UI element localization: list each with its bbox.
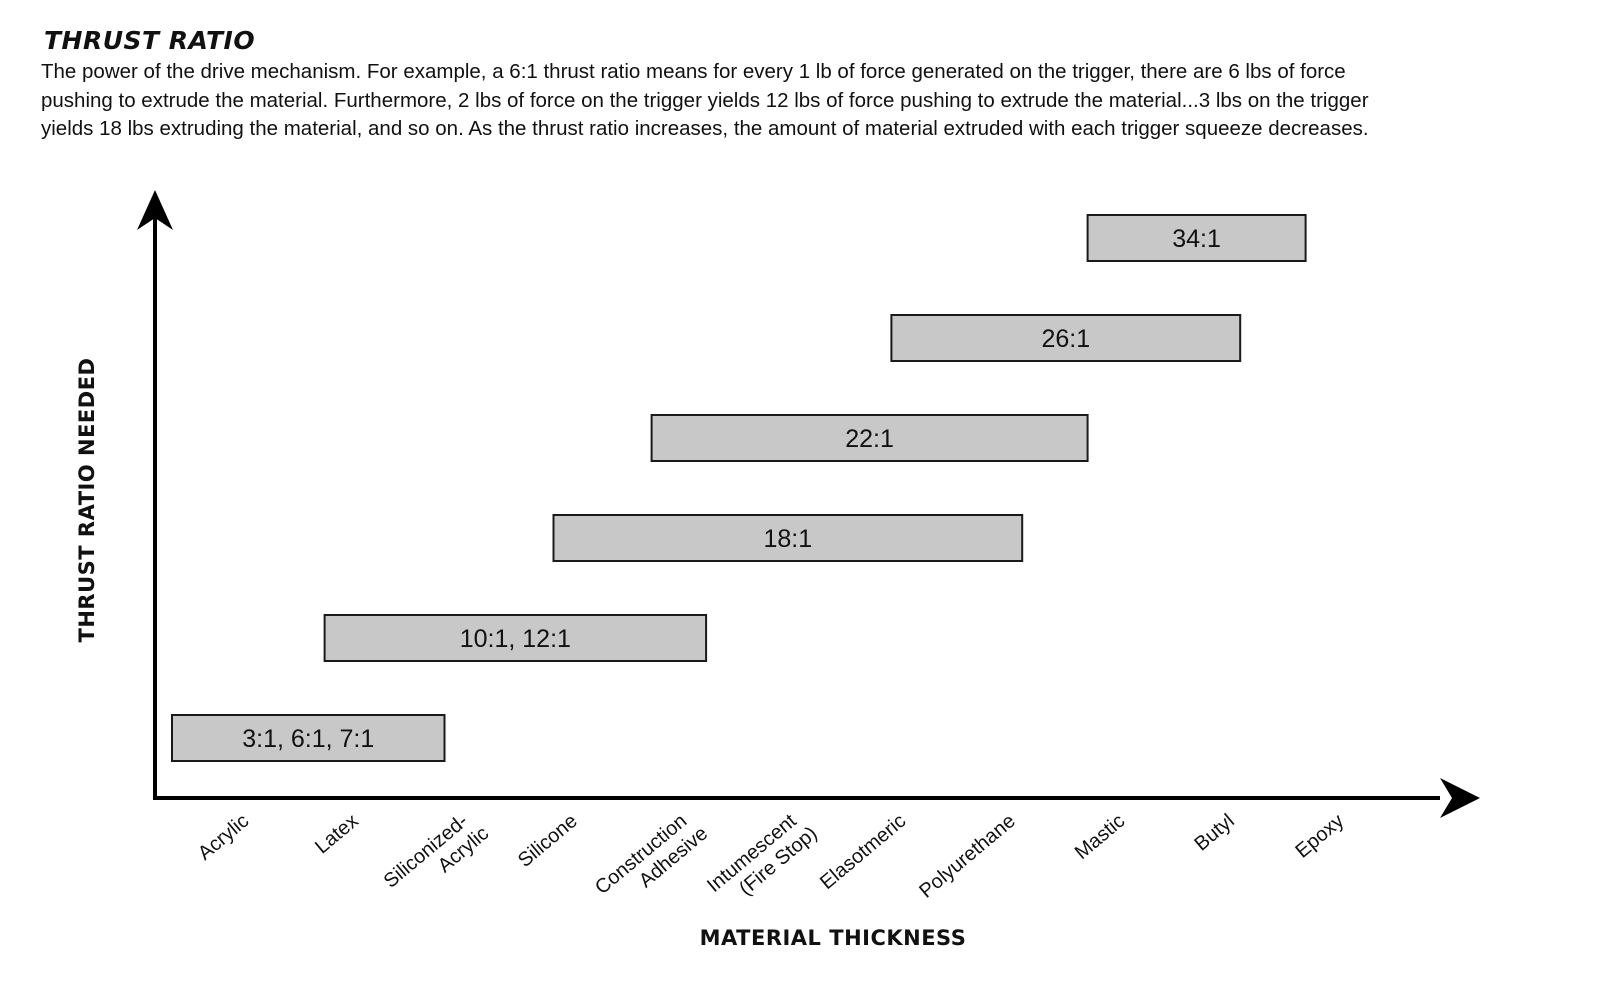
bar-rect [890,314,1242,362]
chart-title: THRUST RATIO [44,26,256,55]
bars-group: 3:1, 6:1, 7:1 10:1, 12:1 18:1 22:1 26:1 34:1 [171,214,1307,762]
category-label-line: Elasotmeric [816,810,910,894]
category-label: Latex [311,810,363,858]
range-bar: 3:1, 6:1, 7:1 [171,714,446,762]
category-label: Mastic [1071,810,1129,864]
axes [137,190,1480,818]
chart-description: The power of the drive mechanism. For ex… [41,60,1369,140]
category-label: ConstructionAdhesive [591,805,712,917]
category-label: Acrylic [194,810,253,865]
category-label: Intumescent(Fire Stop) [703,805,822,915]
y-axis-arrowhead [137,190,173,230]
bar-rect [323,614,708,662]
range-bar: 10:1, 12:1 [323,614,708,662]
bar-rect [650,414,1089,462]
category-label-line: Latex [311,810,363,858]
range-bar: 26:1 [890,314,1242,362]
bar-label: 3:1, 6:1, 7:1 [242,725,374,753]
bar-label: 22:1 [845,425,894,453]
category-label: Epoxy [1291,810,1348,863]
category-label: Siliconized-Acrylic [380,805,493,910]
category-label-line: Polyurethane [915,810,1019,903]
y-axis-title: THRUST RATIO NEEDED [75,358,99,643]
bar-rect [171,714,446,762]
bar-rect [552,514,1024,562]
x-axis-title: MATERIAL THICKNESS [700,926,967,950]
category-label-line: Acrylic [194,810,253,865]
category-label: Butyl [1191,810,1239,855]
bar-label: 18:1 [764,525,813,553]
bar-label: 10:1, 12:1 [460,625,571,653]
x-axis-arrowhead [1440,778,1480,818]
range-bar: 22:1 [650,414,1089,462]
bar-label: 26:1 [1041,325,1090,353]
category-label: Silicone [514,810,582,872]
category-label-line: Butyl [1191,810,1239,855]
range-bar: 18:1 [552,514,1024,562]
category-labels-group: Acrylic Latex Siliconized-Acrylic Silicone C… [194,805,1348,917]
category-label-line: Epoxy [1291,810,1348,863]
range-bar: 34:1 [1086,214,1307,262]
category-label: Elasotmeric [816,810,910,894]
bar-rect [1086,214,1307,262]
bar-label: 34:1 [1172,225,1221,253]
category-label-line: Silicone [514,810,582,872]
category-label-line: Mastic [1071,810,1129,864]
category-label: Polyurethane [915,810,1019,903]
